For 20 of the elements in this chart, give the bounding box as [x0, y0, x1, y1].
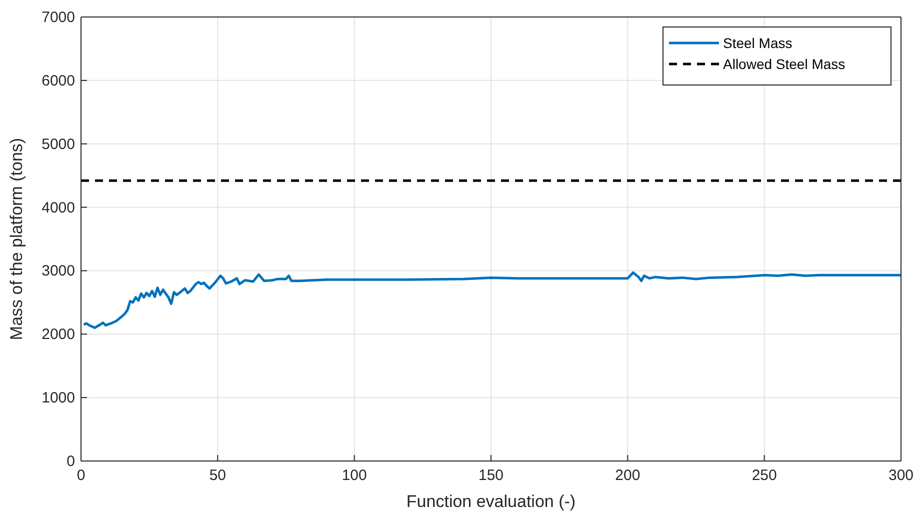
legend-label: Allowed Steel Mass: [723, 56, 846, 72]
y-tick-label: 5000: [42, 136, 75, 153]
x-tick-label: 0: [76, 467, 86, 484]
y-tick-label: 4000: [42, 199, 75, 216]
x-tick-label: 50: [209, 467, 226, 484]
y-axis-title: Mass of the platform (tons): [7, 138, 26, 340]
x-tick-label: 200: [615, 467, 640, 484]
y-tick-label: 1000: [42, 390, 75, 407]
y-tick-label: 0: [66, 453, 75, 470]
x-tick-label: 100: [342, 467, 367, 484]
y-tick-label: 7000: [42, 9, 75, 26]
x-tick-label: 150: [478, 467, 504, 484]
x-tick-label: 250: [752, 467, 777, 484]
x-axis-title: Function evaluation (-): [406, 492, 576, 511]
line-series: [82, 271, 902, 330]
y-tick-label: 6000: [42, 72, 75, 90]
x-tick-label: 300: [888, 467, 914, 484]
legend-label: Steel Mass: [723, 35, 792, 51]
y-tick-label: 3000: [42, 262, 75, 280]
y-tick-label: 2000: [42, 326, 75, 344]
